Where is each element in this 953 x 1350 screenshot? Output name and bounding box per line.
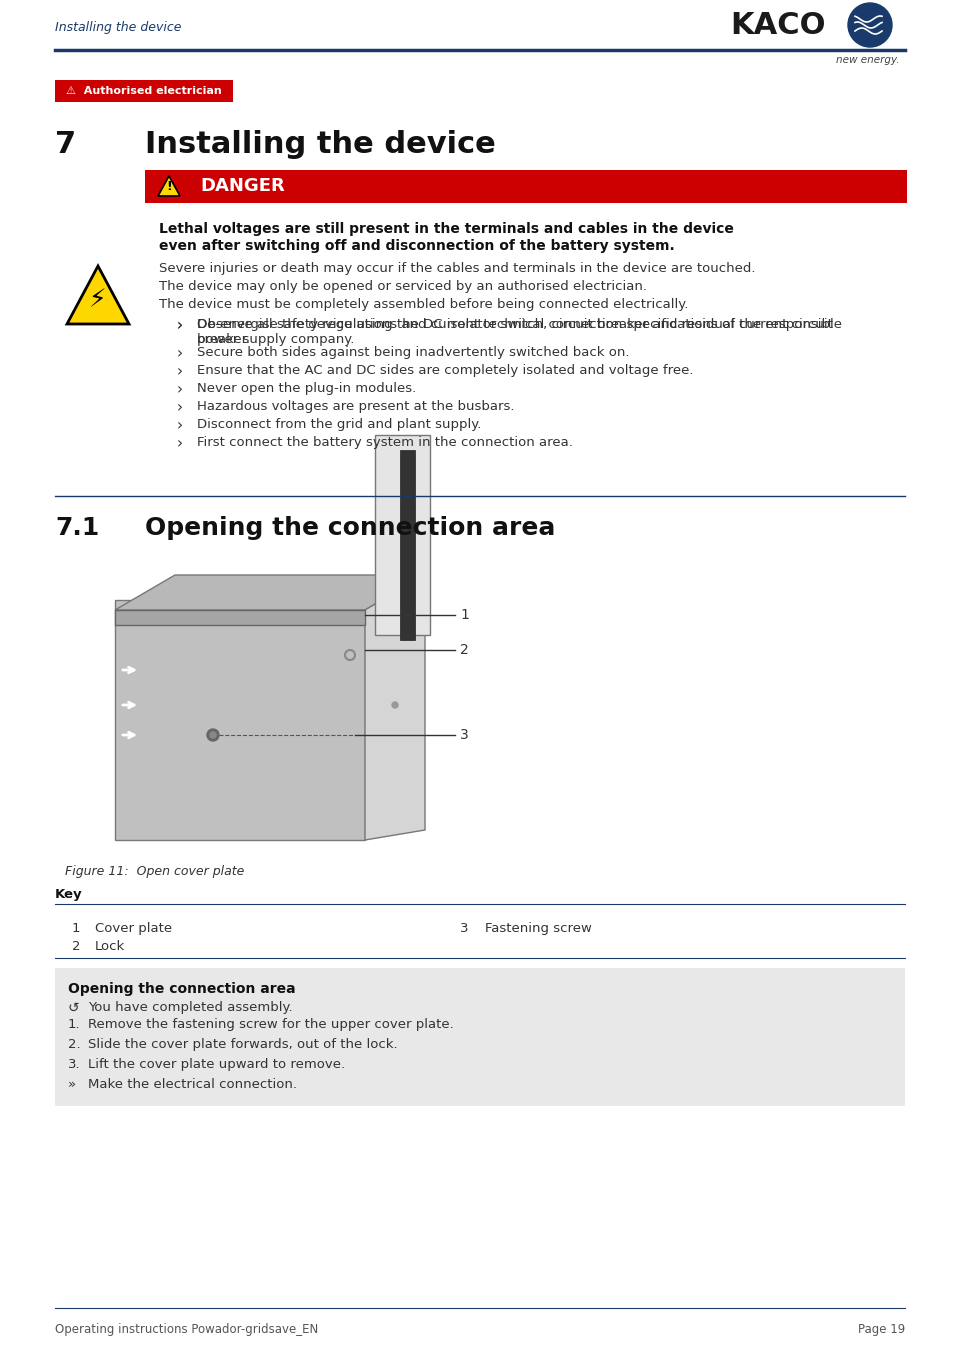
Polygon shape: [365, 575, 424, 840]
Text: Operating instructions Powador-gridsave_EN: Operating instructions Powador-gridsave_…: [55, 1323, 318, 1336]
FancyBboxPatch shape: [145, 170, 906, 202]
Text: 1: 1: [71, 922, 80, 936]
Circle shape: [847, 3, 891, 47]
Text: Opening the connection area: Opening the connection area: [68, 981, 295, 996]
Text: !: !: [166, 181, 172, 193]
Text: You have completed assembly.: You have completed assembly.: [88, 1000, 293, 1014]
Text: 7.1: 7.1: [55, 516, 99, 540]
Circle shape: [392, 702, 397, 707]
Text: Slide the cover plate forwards, out of the lock.: Slide the cover plate forwards, out of t…: [88, 1038, 397, 1052]
Text: 1: 1: [459, 608, 468, 622]
Text: First connect the battery system in the connection area.: First connect the battery system in the …: [196, 436, 572, 450]
Text: ›: ›: [177, 319, 183, 333]
Text: even after switching off and disconnection of the battery system.: even after switching off and disconnecti…: [159, 239, 674, 252]
Text: »: »: [68, 1079, 76, 1091]
Text: ›: ›: [177, 436, 183, 451]
Text: 2: 2: [71, 940, 80, 953]
Text: 1.: 1.: [68, 1018, 81, 1031]
Text: Ensure that the AC and DC sides are completely isolated and voltage free.: Ensure that the AC and DC sides are comp…: [196, 364, 693, 377]
Text: Lift the cover plate upward to remove.: Lift the cover plate upward to remove.: [88, 1058, 345, 1071]
Text: Remove the fastening screw for the upper cover plate.: Remove the fastening screw for the upper…: [88, 1018, 454, 1031]
Text: new energy.: new energy.: [836, 55, 899, 65]
Text: Severe injuries or death may occur if the cables and terminals in the device are: Severe injuries or death may occur if th…: [159, 262, 755, 275]
Polygon shape: [67, 266, 129, 324]
FancyBboxPatch shape: [55, 968, 904, 1106]
Text: ⚠  Authorised electrician: ⚠ Authorised electrician: [66, 86, 222, 96]
Text: ›: ›: [177, 319, 183, 333]
Polygon shape: [158, 176, 180, 196]
Text: Installing the device: Installing the device: [145, 130, 496, 159]
Text: Page 19: Page 19: [857, 1323, 904, 1336]
Text: Hazardous voltages are present at the busbars.: Hazardous voltages are present at the bu…: [196, 400, 514, 413]
Text: Figure 11:  Open cover plate: Figure 11: Open cover plate: [65, 865, 244, 878]
Text: 2.: 2.: [68, 1038, 81, 1052]
Text: Lock: Lock: [95, 940, 125, 953]
Polygon shape: [115, 610, 365, 625]
Polygon shape: [115, 575, 424, 610]
Text: Fastening screw: Fastening screw: [484, 922, 591, 936]
Text: ›: ›: [177, 418, 183, 433]
Text: 3: 3: [459, 728, 468, 743]
Text: ›: ›: [177, 364, 183, 379]
Text: 3: 3: [459, 922, 468, 936]
Text: ›: ›: [177, 400, 183, 414]
Text: KACO: KACO: [729, 11, 824, 39]
Text: DANGER: DANGER: [200, 177, 284, 194]
Text: Secure both sides against being inadvertently switched back on.: Secure both sides against being inadvert…: [196, 346, 629, 359]
Text: The device may only be opened or serviced by an authorised electrician.: The device may only be opened or service…: [159, 279, 646, 293]
Circle shape: [210, 732, 215, 738]
Text: Observe all safety regulations and current technical connection specifications o: Observe all safety regulations and curre…: [196, 319, 841, 346]
Text: 3.: 3.: [68, 1058, 81, 1071]
FancyBboxPatch shape: [55, 80, 233, 103]
FancyBboxPatch shape: [375, 435, 430, 634]
Circle shape: [207, 729, 219, 741]
Text: 7: 7: [55, 130, 76, 159]
Text: ⚡: ⚡: [90, 288, 107, 312]
Text: Make the electrical connection.: Make the electrical connection.: [88, 1079, 296, 1091]
Text: Disconnect from the grid and plant supply.: Disconnect from the grid and plant suppl…: [196, 418, 481, 431]
Text: ↺: ↺: [68, 1000, 79, 1015]
Text: Lethal voltages are still present in the terminals and cables in the device: Lethal voltages are still present in the…: [159, 221, 733, 236]
FancyBboxPatch shape: [115, 599, 365, 840]
Text: Cover plate: Cover plate: [95, 922, 172, 936]
Text: Never open the plug-in modules.: Never open the plug-in modules.: [196, 382, 416, 396]
Text: 2: 2: [459, 643, 468, 657]
Text: Opening the connection area: Opening the connection area: [145, 516, 555, 540]
Text: The device must be completely assembled before being connected electrically.: The device must be completely assembled …: [159, 298, 688, 311]
Text: Installing the device: Installing the device: [55, 22, 181, 35]
Text: De-energise the device using the DC isolator switch, circuit breaker and residua: De-energise the device using the DC isol…: [196, 319, 832, 346]
FancyBboxPatch shape: [399, 450, 415, 640]
Text: Key: Key: [55, 888, 83, 900]
Text: ›: ›: [177, 382, 183, 397]
Text: ›: ›: [177, 346, 183, 360]
